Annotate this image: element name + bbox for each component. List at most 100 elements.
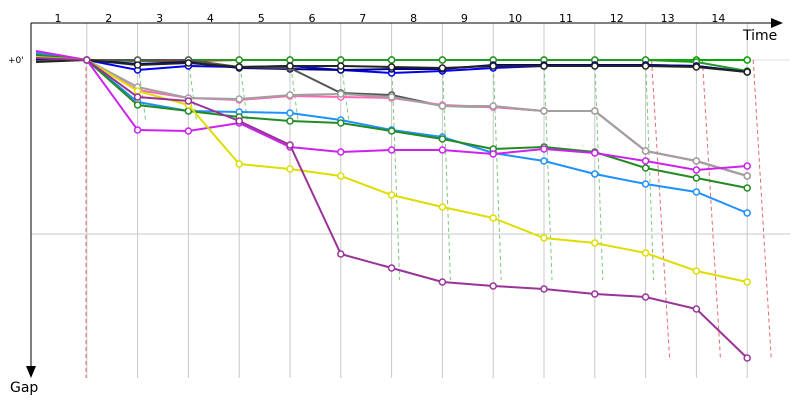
lap-label: 12 [610, 12, 624, 25]
data-point [591, 62, 599, 70]
data-point [337, 56, 345, 64]
data-point [184, 97, 193, 105]
data-point [540, 62, 548, 70]
lap-label: 8 [410, 12, 417, 25]
data-point [286, 117, 294, 125]
data-point [337, 90, 345, 98]
data-point [692, 305, 701, 313]
data-point [743, 68, 751, 76]
data-point [235, 63, 243, 71]
data-point [641, 180, 650, 188]
data-point [337, 250, 345, 258]
lap-label: 4 [207, 12, 214, 25]
series-group [35, 50, 751, 362]
data-point [489, 282, 497, 290]
data-point [184, 59, 193, 67]
data-point [438, 102, 447, 110]
data-point [235, 117, 243, 125]
data-point [387, 264, 396, 272]
pit-connectors [85, 59, 772, 378]
pit-connector-green [594, 59, 604, 281]
data-point [641, 164, 650, 172]
lap-labels: 1 2 3 4 5 6 7 8 9 10 11 12 13 14 [55, 12, 726, 25]
pit-connector-green [492, 59, 502, 281]
data-point [743, 162, 751, 170]
data-point [489, 214, 497, 222]
lap-label: 6 [309, 12, 316, 25]
data-point [489, 102, 497, 110]
x-axis-title: Time [742, 28, 777, 44]
data-point [591, 107, 599, 115]
data-point [387, 191, 396, 199]
data-point [133, 93, 142, 101]
data-point [641, 62, 650, 70]
lap-label: 13 [661, 12, 675, 25]
data-point [743, 56, 751, 64]
pit-connector-green [187, 59, 197, 121]
pit-connector-green [543, 59, 553, 281]
data-point [743, 184, 751, 192]
data-point [133, 61, 142, 69]
data-point [438, 135, 447, 143]
data-point [286, 141, 294, 149]
data-point [438, 203, 447, 211]
data-point [540, 145, 548, 153]
pit-connector-red [701, 59, 721, 359]
pit-connector-green [645, 59, 655, 281]
data-point [235, 160, 243, 168]
data-point [387, 127, 396, 135]
data-point [641, 147, 650, 155]
data-point [235, 95, 243, 103]
y-axis-title: Gap [10, 380, 38, 396]
data-point [286, 91, 294, 99]
data-point [235, 56, 243, 64]
data-point [591, 239, 599, 247]
data-point [591, 170, 599, 178]
data-point [387, 56, 396, 64]
data-point [337, 62, 345, 70]
lap-label: 10 [508, 12, 522, 25]
data-point [743, 209, 751, 217]
data-point [692, 188, 701, 196]
data-point [286, 62, 294, 70]
data-point [438, 146, 447, 154]
lap-label: 9 [461, 12, 468, 25]
lap-label: 7 [359, 12, 366, 25]
data-point [641, 249, 650, 257]
data-point [133, 126, 142, 134]
data-point [133, 101, 142, 109]
data-point [540, 285, 548, 293]
data-point [540, 234, 548, 242]
data-point [540, 107, 548, 115]
data-point [489, 150, 497, 158]
data-point [387, 63, 396, 71]
data-point [692, 157, 701, 165]
data-point [133, 87, 142, 95]
data-point [540, 157, 548, 165]
lap-label: 2 [105, 12, 112, 25]
data-point [184, 127, 193, 135]
lap-label: 14 [711, 12, 725, 25]
data-point [286, 56, 294, 64]
lap-label: 5 [258, 12, 265, 25]
data-point [387, 93, 396, 101]
pit-connector-red [752, 59, 772, 359]
data-point [337, 119, 345, 127]
data-point [692, 63, 701, 71]
data-point [692, 267, 701, 275]
data-point [438, 64, 447, 72]
y-axis-arrow [26, 366, 36, 378]
pit-connector-red [651, 59, 671, 359]
data-point [743, 354, 751, 362]
zero-label: +0' [8, 56, 24, 66]
data-point [438, 56, 447, 64]
data-point [337, 148, 345, 156]
data-point [387, 146, 396, 154]
data-point [286, 165, 294, 173]
pit-connector-green [441, 59, 451, 281]
data-point [286, 109, 294, 117]
x-axis-arrow [771, 18, 783, 28]
data-point [83, 56, 91, 64]
lap-label: 11 [559, 12, 573, 25]
